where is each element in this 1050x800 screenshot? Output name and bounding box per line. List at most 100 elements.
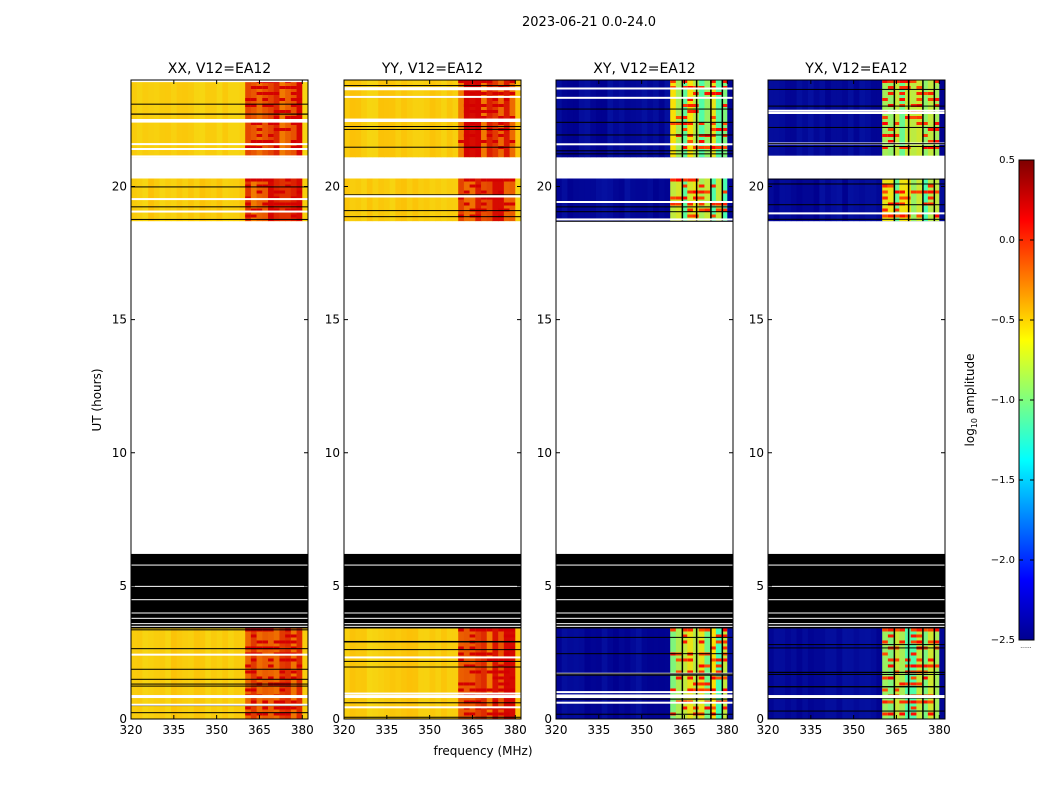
bright-cell [469,700,476,704]
bright-cell [887,700,894,704]
freq-column [887,80,895,158]
freq-column [876,80,883,158]
bright-cell [933,640,940,644]
bright-cell [486,712,493,716]
freq-column [819,628,826,719]
freq-column [687,178,694,222]
bright-cell [887,184,894,188]
bright-cell [256,178,263,182]
bright-cell [910,80,917,83]
bright-cell [910,706,917,710]
bright-cell [256,676,263,680]
bright-cell [486,80,493,83]
flag-line [131,113,308,115]
freq-column [768,178,775,222]
freq-column [165,80,172,158]
bright-cell [916,98,923,101]
bright-cell [273,146,280,149]
bright-cell [899,86,906,89]
freq-column [927,178,935,222]
heatmap [131,80,308,719]
bright-cell [933,146,940,149]
bright-cell [916,664,923,668]
freq-column [922,178,929,222]
flag-stripe [131,617,308,619]
freq-column [870,628,877,719]
bright-cell [916,86,923,89]
flag-stripe [556,599,733,601]
flag-line [556,653,733,655]
bright-cell [893,214,900,218]
bright-cell [256,140,263,143]
bright-cell [698,640,705,644]
bright-cell [927,196,934,200]
bright-cell [273,202,280,206]
bright-cell [285,640,291,644]
freq-column [807,178,815,222]
bright-cell [509,628,516,632]
bright-cell [469,184,476,188]
bright-cell [893,190,900,194]
bright-cell [687,676,694,680]
bright-cell [268,196,274,200]
freq-column [796,178,803,222]
bright-cell [704,682,711,686]
y-tick-label: 20 [325,180,340,194]
bright-cell [256,134,263,137]
freq-column [285,628,292,719]
bright-cell [481,628,487,632]
freq-column [361,178,368,222]
bright-cell [887,128,894,131]
bright-cell [256,184,263,188]
separator-line [681,80,684,158]
freq-column [222,628,229,719]
flag-stripe [344,617,521,619]
bright-cell [687,140,694,143]
bright-cell [721,134,728,137]
freq-column [819,80,826,158]
freq-column [927,80,935,158]
bright-cell [268,664,274,668]
bright-cell [927,128,934,131]
freq-column [779,628,786,719]
bright-cell [279,640,286,644]
freq-column [641,80,648,158]
bright-cell [710,122,716,125]
bright-cell [509,116,516,119]
bright-cell [927,202,934,206]
bright-cell [882,116,888,119]
freq-column [796,80,803,158]
bright-cell [492,140,499,143]
flag-line [768,109,945,112]
x-tick-label: 380 [716,723,739,737]
flag-line [131,210,308,213]
bright-cell [245,688,251,692]
bright-cell [687,688,694,692]
colorbar: −2.5 −2.0 −1.5 −1.0 −0.5 0.0 0.5 [991,155,1035,646]
freq-column [279,80,286,158]
x-tick-label: 320 [757,723,780,737]
freq-column [401,178,408,222]
freq-column [148,628,155,719]
bright-cell [698,140,705,143]
freq-column [613,80,620,158]
freq-column [647,178,654,222]
bright-cell [458,628,464,632]
freq-column [262,80,269,158]
flag-line [768,673,945,675]
bright-cell [279,190,286,194]
bright-cell [698,682,705,686]
freq-column [630,80,637,158]
bright-cell [899,146,906,149]
bright-cell [899,202,906,206]
freq-column [372,178,379,222]
panel-2: YY, V12=EA12 320 335 350 365 380 0 5 10 15 20 [325,61,527,737]
bright-cell [285,184,291,188]
freq-column [406,628,414,719]
freq-column [182,80,189,158]
bright-cell [681,86,688,89]
freq-column [503,178,511,222]
bright-cell [469,646,476,650]
bright-cell [268,214,274,218]
bright-cell [492,104,499,107]
